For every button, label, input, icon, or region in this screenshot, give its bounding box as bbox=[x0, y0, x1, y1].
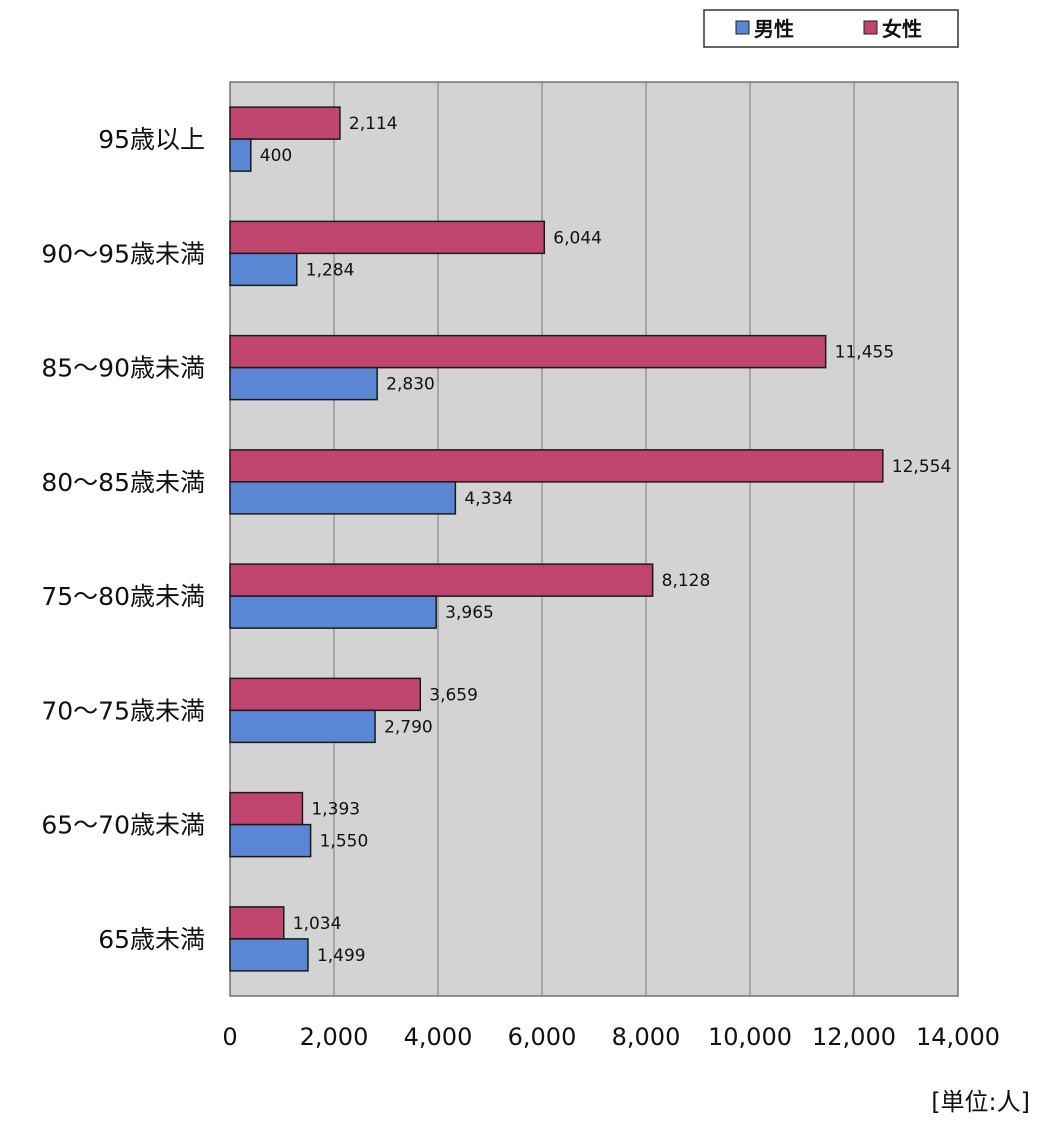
bar-male bbox=[229, 823, 312, 858]
bar-female bbox=[229, 791, 304, 826]
category-label: 65歳未満 bbox=[98, 925, 205, 954]
x-tick-label: 2,000 bbox=[300, 1023, 369, 1051]
category-label: 90～95歳未満 bbox=[41, 239, 205, 268]
bar-female bbox=[229, 449, 884, 483]
data-label: 1,034 bbox=[293, 914, 342, 934]
bar-male bbox=[229, 252, 298, 287]
unit-label: [単位:人] bbox=[931, 1088, 1030, 1116]
bar-male bbox=[229, 366, 378, 401]
category-label: 70～75歳未満 bbox=[41, 696, 205, 725]
bar-female bbox=[229, 563, 654, 597]
data-label: 1,284 bbox=[306, 260, 355, 280]
x-tick-label: 8,000 bbox=[612, 1023, 681, 1051]
legend-label-male: 男性 bbox=[754, 17, 794, 41]
data-label: 11,455 bbox=[835, 343, 894, 363]
bar-female bbox=[229, 677, 422, 712]
x-tick-label: 0 bbox=[222, 1023, 237, 1051]
data-label: 3,965 bbox=[445, 603, 494, 623]
category-labels: 95歳以上 90～95歳未満 85～90歳未満 80～85歳未満 75～80歳未満 70～… bbox=[41, 125, 205, 954]
bar-female bbox=[229, 906, 285, 940]
data-label: 1,393 bbox=[311, 800, 360, 820]
x-tick-label: 14,000 bbox=[916, 1023, 1000, 1051]
category-label: 85～90歳未満 bbox=[41, 354, 205, 383]
category-label: 95歳以上 bbox=[98, 125, 205, 154]
data-label: 4,334 bbox=[464, 489, 513, 509]
data-label: 8,128 bbox=[662, 571, 711, 591]
bar-female bbox=[229, 334, 827, 369]
bar-female bbox=[229, 106, 341, 140]
data-label: 12,554 bbox=[892, 457, 951, 477]
x-tick-label: 12,000 bbox=[812, 1023, 896, 1051]
data-label: 3,659 bbox=[429, 685, 478, 705]
category-label: 80～85歳未満 bbox=[41, 468, 205, 497]
data-label: 1,550 bbox=[320, 832, 369, 852]
x-axis-ticks: 0 2,000 4,000 6,000 8,000 10,000 12,000 14,000 bbox=[222, 1023, 1000, 1051]
bar-male bbox=[229, 481, 457, 515]
legend: 男性 女性 bbox=[703, 9, 959, 48]
bar-male bbox=[229, 709, 376, 744]
bar-male bbox=[229, 138, 252, 172]
category-label: 65～70歳未満 bbox=[41, 811, 205, 840]
x-tick-label: 4,000 bbox=[404, 1023, 473, 1051]
data-label: 1,499 bbox=[317, 946, 366, 966]
data-label: 2,114 bbox=[349, 114, 398, 134]
bar-female bbox=[229, 220, 546, 255]
bars: 2,114 400 6,044 1,284 11,455 2,830 12,554 4,334… bbox=[229, 106, 951, 972]
plot-area bbox=[229, 81, 959, 997]
x-tick-label: 10,000 bbox=[708, 1023, 792, 1051]
data-label: 6,044 bbox=[553, 228, 602, 248]
legend-label-female: 女性 bbox=[882, 17, 922, 41]
legend-swatch-male bbox=[735, 20, 750, 35]
legend-swatch-female bbox=[863, 20, 878, 35]
bar-male bbox=[229, 938, 309, 972]
data-label: 2,830 bbox=[386, 375, 435, 395]
bar-male bbox=[229, 595, 437, 629]
data-label: 2,790 bbox=[384, 717, 433, 737]
category-label: 75～80歳未満 bbox=[41, 582, 205, 611]
data-label: 400 bbox=[260, 146, 292, 166]
x-tick-label: 6,000 bbox=[508, 1023, 577, 1051]
